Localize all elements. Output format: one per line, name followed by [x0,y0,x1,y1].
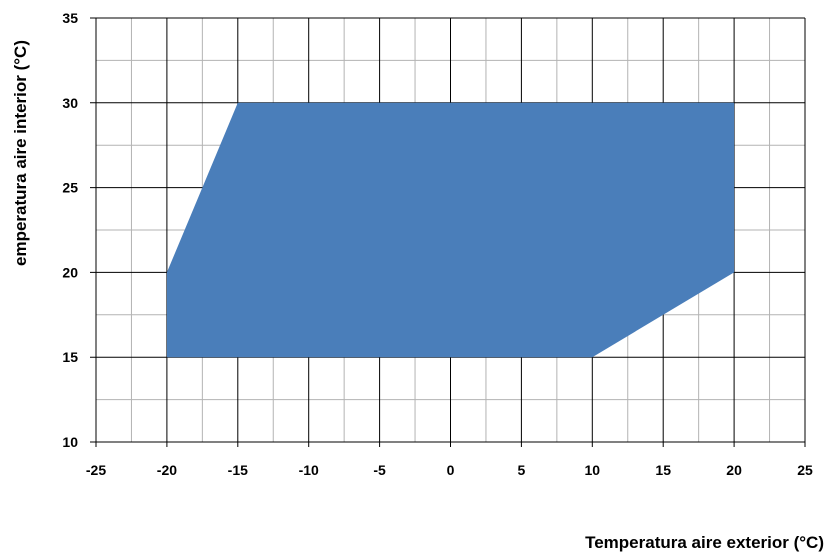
x-tick-label: 10 [585,462,601,478]
x-tick-label: 25 [797,462,813,478]
x-tick-label: 5 [518,462,526,478]
x-tick-label: -15 [228,462,248,478]
x-tick-label: -5 [373,462,386,478]
y-tick-label: 25 [62,180,78,196]
x-tick-label: 15 [655,462,671,478]
y-tick-label: 10 [62,434,78,450]
x-tick-label: 0 [447,462,455,478]
x-tick-label: -10 [299,462,319,478]
axes [95,18,805,443]
y-tick-label: 30 [62,95,78,111]
y-tick-label: 35 [62,10,78,26]
y-tick-label: 20 [62,264,78,280]
x-tick-label: 20 [726,462,742,478]
y-tick-label: 15 [62,349,78,365]
operating-region-area [166,102,735,358]
x-tick-label: -20 [157,462,177,478]
y-axis-title: emperatura aire interior (°C) [11,40,30,266]
y-tick-labels: 10 15 20 25 30 35 [62,10,78,450]
x-axis-title: Temperatura aire exterior (°C) [585,533,824,552]
x-tick-label: -25 [86,462,106,478]
x-tick-labels: -25 -20 -15 -10 -5 0 5 10 15 20 25 [86,462,813,478]
